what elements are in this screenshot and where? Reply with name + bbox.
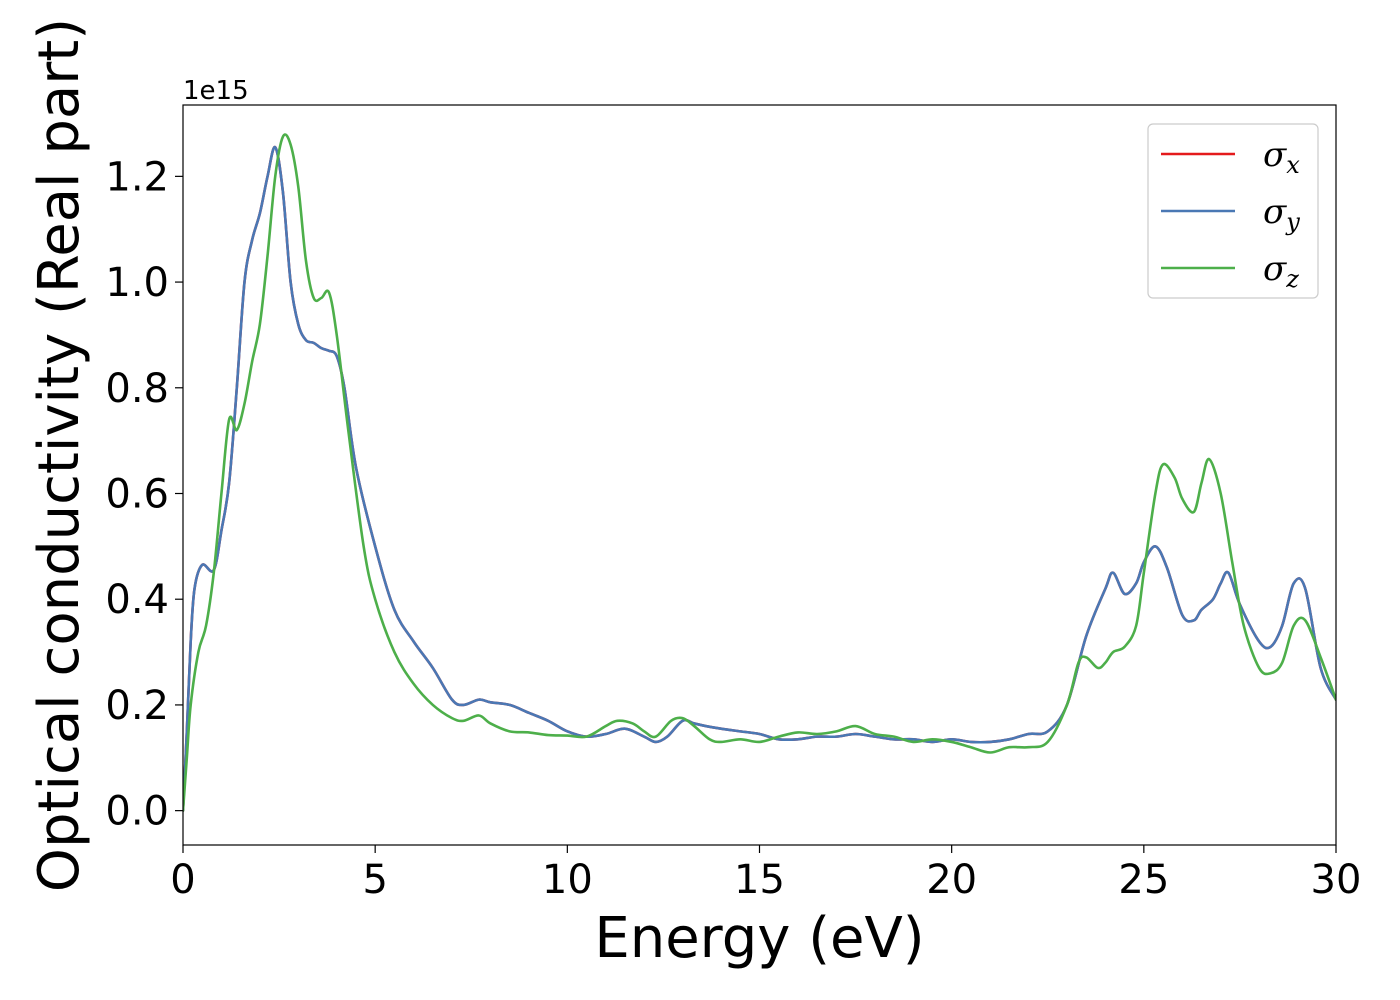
series-line-z bbox=[183, 133, 1336, 812]
legend: σx σy σz bbox=[1147, 123, 1319, 299]
y-axis-title: Optical conductivity (Real part) bbox=[27, 18, 92, 892]
legend-label-x: σx bbox=[1263, 135, 1300, 179]
x-tick-label: 10 bbox=[542, 857, 593, 903]
x-tick-label: 25 bbox=[1118, 857, 1169, 903]
x-tick-label: 30 bbox=[1311, 857, 1362, 903]
legend-label-y: σy bbox=[1263, 192, 1300, 236]
y-offset-label: 1e15 bbox=[183, 76, 249, 106]
y-tick-label: 1.2 bbox=[105, 154, 169, 200]
y-tick-label: 0.0 bbox=[105, 789, 169, 835]
y-axis-ticks: 0.0 0.2 0.4 0.6 0.8 1.0 1.2 bbox=[105, 154, 183, 835]
y-tick-label: 0.6 bbox=[105, 472, 169, 518]
legend-label-z: σz bbox=[1263, 249, 1299, 293]
series-line-y bbox=[183, 145, 1336, 812]
x-axis-title: Energy (eV) bbox=[594, 906, 924, 971]
x-tick-label: 5 bbox=[362, 857, 387, 903]
x-tick-label: 20 bbox=[926, 857, 977, 903]
series-layer bbox=[183, 133, 1336, 812]
x-tick-label: 0 bbox=[170, 857, 195, 903]
y-tick-label: 1.0 bbox=[105, 260, 169, 306]
y-tick-label: 0.8 bbox=[105, 366, 169, 412]
y-tick-label: 0.2 bbox=[105, 683, 169, 729]
y-tick-label: 0.4 bbox=[105, 577, 169, 623]
x-axis-ticks: 0 5 10 15 20 25 30 bbox=[170, 845, 1361, 903]
x-tick-label: 15 bbox=[734, 857, 785, 903]
